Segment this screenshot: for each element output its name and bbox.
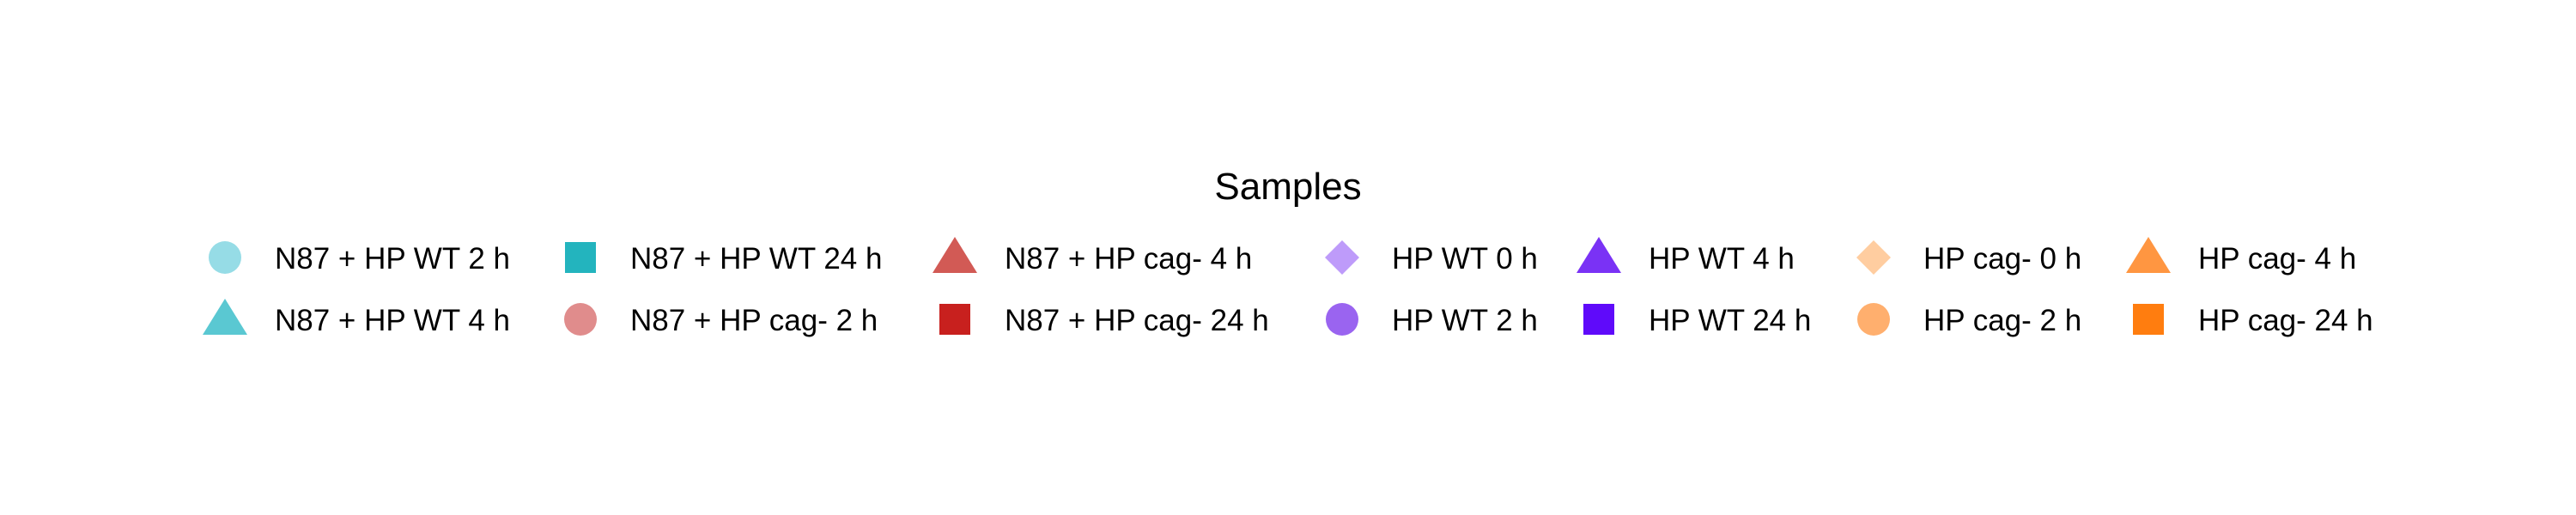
legend-key-circle-3 [564, 303, 597, 336]
legend-key-diamond-10 [1856, 240, 1891, 275]
legend-label-10: HP cag- 0 h [1923, 242, 2081, 276]
legend-label-9: HP WT 24 h [1649, 304, 1811, 337]
legend-key-square-9 [1583, 304, 1614, 335]
legend-key-circle-7 [1326, 303, 1358, 336]
legend-label-5: N87 + HP cag- 24 h [1005, 304, 1269, 337]
legend-key-diamond-6 [1325, 240, 1359, 275]
legend-label-4: N87 + HP cag- 4 h [1005, 242, 1252, 276]
legend-label-2: N87 + HP WT 24 h [630, 242, 882, 276]
legend-key-triangle-4 [933, 237, 977, 273]
legend-label-6: HP WT 0 h [1392, 242, 1538, 276]
legend-label-1: N87 + HP WT 4 h [275, 304, 510, 337]
legend-label-8: HP WT 4 h [1649, 242, 1795, 276]
legend-key-triangle-8 [1577, 237, 1621, 273]
legend-key-square-5 [939, 304, 970, 335]
legend-label-12: HP cag- 4 h [2198, 242, 2356, 276]
legend-key-square-13 [2133, 304, 2164, 335]
legend-key-triangle-12 [2126, 237, 2171, 273]
legend-label-3: N87 + HP cag- 2 h [630, 304, 878, 337]
legend-key-circle-0 [209, 241, 241, 274]
legend-label-11: HP cag- 2 h [1923, 304, 2081, 337]
legend-label-13: HP cag- 24 h [2198, 304, 2373, 337]
legend-label-7: HP WT 2 h [1392, 304, 1538, 337]
legend-title: Samples [1214, 166, 1362, 208]
legend-key-circle-11 [1857, 303, 1890, 336]
legend-key-square-2 [565, 242, 596, 273]
legend-label-0: N87 + HP WT 2 h [275, 242, 510, 276]
legend-key-triangle-1 [203, 299, 247, 335]
